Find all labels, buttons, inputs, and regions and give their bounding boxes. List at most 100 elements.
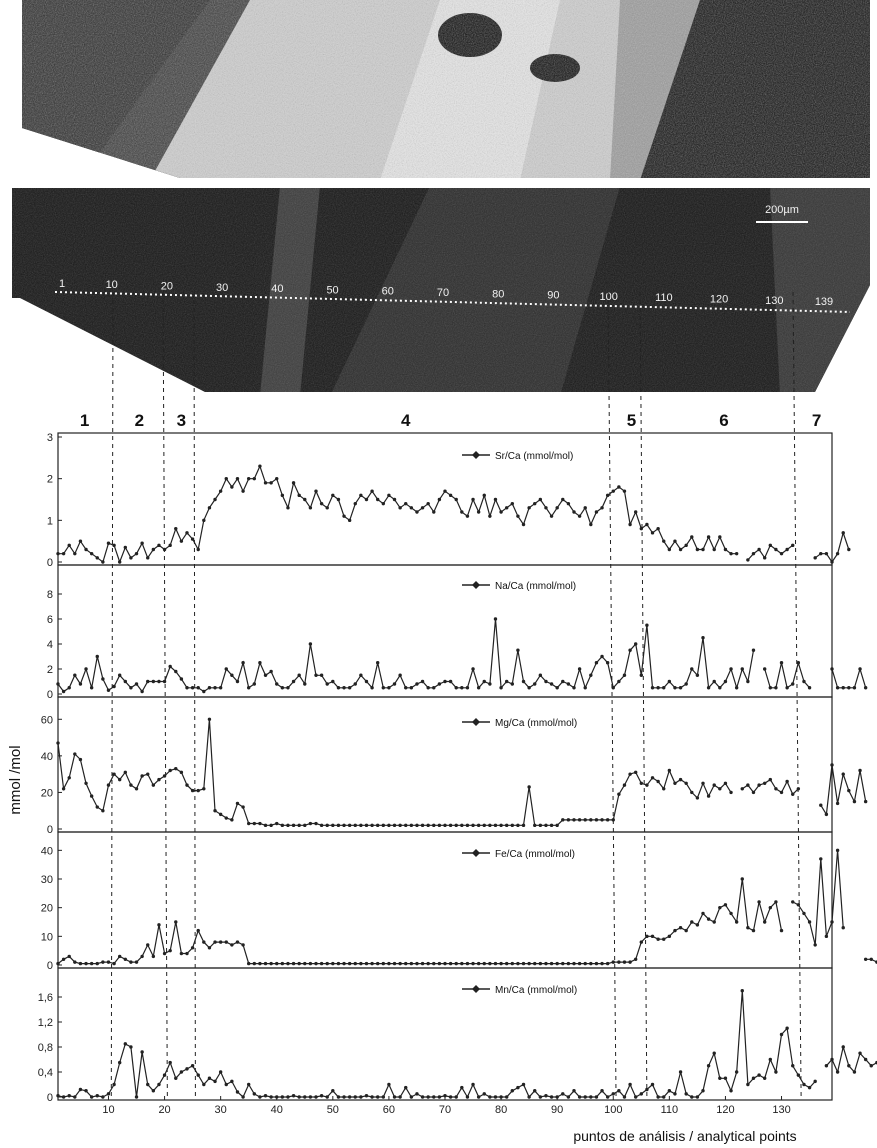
zone-label: 1 (80, 411, 89, 430)
data-point (247, 1083, 250, 1086)
data-point (774, 686, 777, 689)
data-point (780, 661, 783, 664)
data-point (858, 667, 861, 670)
data-point (488, 682, 491, 685)
data-point (354, 502, 357, 505)
data-point (331, 824, 334, 827)
data-point (410, 1095, 413, 1098)
data-point (595, 661, 598, 664)
legend-label: Mg/Ca (mmol/mol) (495, 718, 577, 729)
data-point (819, 857, 822, 860)
data-point (724, 782, 727, 785)
data-point (584, 686, 587, 689)
data-point (769, 778, 772, 781)
data-point (376, 661, 379, 664)
data-point (230, 818, 233, 821)
data-point (785, 780, 788, 783)
data-point (253, 1092, 256, 1095)
data-point (393, 682, 396, 685)
data-point (157, 923, 160, 926)
data-point (253, 477, 256, 480)
data-point (606, 962, 609, 965)
data-point (606, 661, 609, 664)
data-point (701, 782, 704, 785)
x-tick-label: 40 (271, 1104, 283, 1116)
data-point (309, 1095, 312, 1098)
data-point (746, 558, 749, 561)
data-point (847, 686, 850, 689)
data-point (365, 824, 368, 827)
data-point (118, 778, 121, 781)
data-point (645, 935, 648, 938)
data-point (432, 824, 435, 827)
data-point (236, 680, 239, 683)
data-point (561, 680, 564, 683)
data-point (174, 767, 177, 770)
data-point (359, 674, 362, 677)
data-point (241, 489, 244, 492)
data-point (101, 677, 104, 680)
data-point (292, 962, 295, 965)
data-point (511, 1089, 514, 1092)
data-point (735, 686, 738, 689)
data-point (858, 1052, 861, 1055)
data-point (398, 962, 401, 965)
data-point (264, 962, 267, 965)
data-point (668, 548, 671, 551)
data-point (527, 785, 530, 788)
data-point (735, 920, 738, 923)
data-point (90, 1095, 93, 1098)
data-point (707, 794, 710, 797)
x-tick-label: 130 (772, 1104, 790, 1116)
series-line (58, 719, 866, 825)
data-point (561, 962, 564, 965)
data-point (830, 763, 833, 766)
data-point (797, 903, 800, 906)
data-point (197, 929, 200, 932)
data-point (836, 1070, 839, 1073)
data-point (634, 1095, 637, 1098)
data-point (101, 560, 104, 563)
data-point (746, 1083, 749, 1086)
data-point (505, 506, 508, 509)
data-point (140, 774, 143, 777)
data-point (107, 783, 110, 786)
data-point (550, 824, 553, 827)
data-point (539, 498, 542, 501)
data-point (505, 1095, 508, 1098)
data-point (673, 1092, 676, 1095)
data-point (724, 680, 727, 683)
data-point (858, 769, 861, 772)
data-point (668, 1089, 671, 1092)
data-point (612, 686, 615, 689)
data-point (853, 1070, 856, 1073)
data-point (724, 1077, 727, 1080)
data-point (337, 686, 340, 689)
zone-label: 3 (177, 411, 186, 430)
data-point (258, 1095, 261, 1098)
data-point (746, 783, 749, 786)
data-point (370, 962, 373, 965)
data-point (763, 920, 766, 923)
data-point (718, 686, 721, 689)
data-point (488, 1095, 491, 1098)
data-point (656, 938, 659, 941)
data-point (152, 1089, 155, 1092)
data-point (326, 824, 329, 827)
y-tick-label: 2 (47, 474, 53, 486)
data-point (763, 1077, 766, 1080)
data-point (522, 523, 525, 526)
data-point (651, 935, 654, 938)
data-point (724, 548, 727, 551)
data-point (522, 680, 525, 683)
data-point (68, 686, 71, 689)
data-point (404, 824, 407, 827)
y-tick-label: 0 (47, 557, 53, 569)
data-point (696, 674, 699, 677)
data-point (483, 962, 486, 965)
data-point (516, 649, 519, 652)
data-point (152, 955, 155, 958)
data-point (780, 929, 783, 932)
data-point (494, 962, 497, 965)
x-tick-label: 70 (439, 1104, 451, 1116)
